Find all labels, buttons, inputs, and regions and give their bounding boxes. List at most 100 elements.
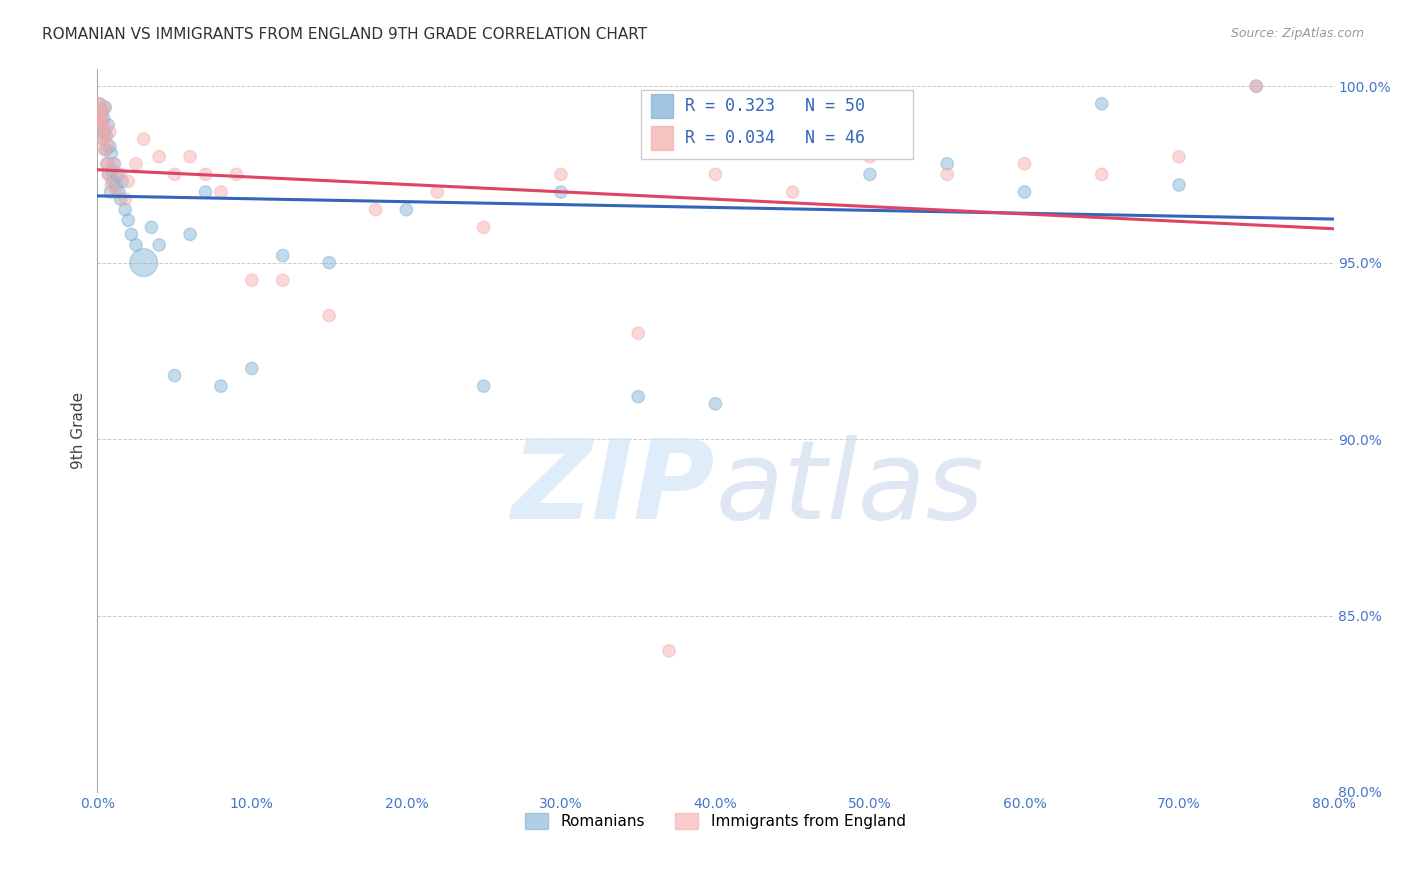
Point: [93, 143, 115, 157]
Point: [179, 227, 201, 242]
Point: [627, 390, 650, 404]
Point: [364, 202, 387, 217]
Point: [125, 157, 148, 171]
Point: [90, 121, 112, 136]
Point: [91, 132, 114, 146]
Legend: Romanians, Immigrants from England: Romanians, Immigrants from England: [519, 806, 911, 835]
Point: [782, 185, 804, 199]
Point: [472, 379, 495, 393]
Point: [94, 143, 117, 157]
Point: [110, 192, 132, 206]
Point: [93, 125, 115, 139]
Point: [1014, 185, 1036, 199]
Point: [132, 132, 155, 146]
Point: [114, 192, 136, 206]
FancyBboxPatch shape: [641, 90, 914, 159]
Point: [96, 139, 118, 153]
Point: [101, 164, 124, 178]
Point: [395, 202, 418, 217]
Point: [87, 96, 110, 111]
Point: [472, 220, 495, 235]
Point: [271, 273, 294, 287]
Point: [163, 168, 186, 182]
Point: [318, 255, 340, 269]
Point: [97, 118, 120, 132]
Point: [704, 168, 727, 182]
Point: [704, 397, 727, 411]
Point: [117, 174, 139, 188]
Text: R = 0.034   N = 46: R = 0.034 N = 46: [685, 129, 865, 147]
Point: [94, 100, 117, 114]
Point: [94, 100, 117, 114]
Point: [90, 114, 112, 128]
Point: [91, 103, 114, 118]
Point: [104, 178, 127, 192]
Text: R = 0.323   N = 50: R = 0.323 N = 50: [685, 97, 865, 115]
Point: [96, 128, 118, 143]
Point: [108, 185, 131, 199]
Point: [936, 168, 959, 182]
Point: [89, 96, 111, 111]
Text: atlas: atlas: [716, 434, 984, 541]
Point: [101, 157, 124, 171]
Point: [194, 168, 217, 182]
Point: [110, 168, 132, 182]
Text: ROMANIAN VS IMMIGRANTS FROM ENGLAND 9TH GRADE CORRELATION CHART: ROMANIAN VS IMMIGRANTS FROM ENGLAND 9TH …: [42, 27, 647, 42]
Point: [209, 379, 232, 393]
Point: [98, 139, 121, 153]
Point: [627, 326, 650, 341]
Point: [111, 174, 134, 188]
Point: [141, 220, 163, 235]
Point: [100, 146, 122, 161]
Point: [209, 185, 232, 199]
Point: [91, 111, 114, 125]
Point: [1168, 150, 1191, 164]
Point: [89, 114, 111, 128]
Point: [97, 168, 120, 182]
Point: [1091, 96, 1114, 111]
Point: [98, 125, 121, 139]
Point: [101, 174, 124, 188]
Point: [96, 157, 118, 171]
Point: [163, 368, 186, 383]
Point: [93, 111, 115, 125]
Point: [100, 185, 122, 199]
Point: [148, 238, 170, 252]
Point: [225, 168, 247, 182]
Point: [859, 168, 882, 182]
Point: [658, 644, 681, 658]
Point: [104, 185, 127, 199]
Point: [117, 213, 139, 227]
Point: [426, 185, 449, 199]
Point: [114, 202, 136, 217]
Point: [550, 185, 572, 199]
Point: [936, 157, 959, 171]
Point: [97, 168, 120, 182]
Point: [148, 150, 170, 164]
Point: [89, 121, 111, 136]
Point: [271, 248, 294, 262]
Point: [125, 238, 148, 252]
Point: [91, 132, 114, 146]
Point: [96, 157, 118, 171]
Point: [107, 168, 129, 182]
Point: [93, 118, 115, 132]
Point: [87, 107, 110, 121]
Y-axis label: 9th Grade: 9th Grade: [72, 392, 86, 469]
Point: [179, 150, 201, 164]
FancyBboxPatch shape: [651, 95, 673, 118]
Point: [132, 255, 155, 269]
Point: [89, 103, 111, 118]
Text: Source: ZipAtlas.com: Source: ZipAtlas.com: [1230, 27, 1364, 40]
Point: [1091, 168, 1114, 182]
Point: [87, 107, 110, 121]
Point: [1014, 157, 1036, 171]
Point: [103, 157, 125, 171]
Point: [550, 168, 572, 182]
Point: [859, 150, 882, 164]
Point: [120, 227, 142, 242]
Point: [1244, 79, 1267, 94]
Point: [194, 185, 217, 199]
Text: ZIP: ZIP: [512, 434, 716, 541]
Point: [1244, 79, 1267, 94]
